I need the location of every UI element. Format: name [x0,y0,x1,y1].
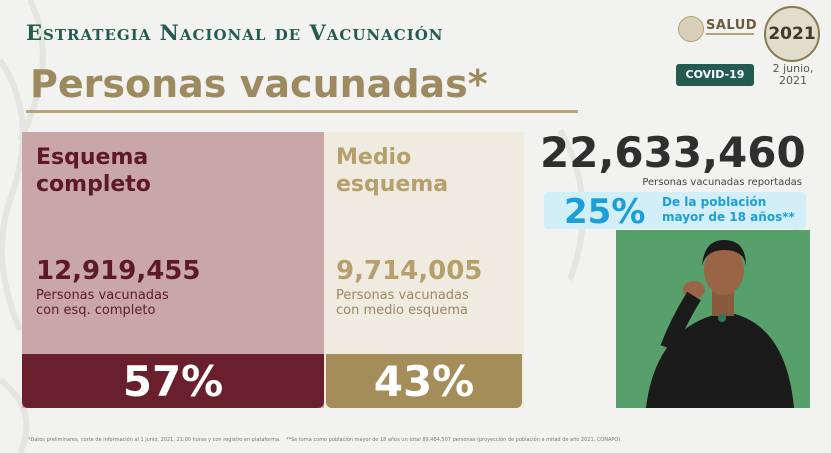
salud-underline [706,33,754,35]
footnote-population: **Se toma como población mayor de 18 año… [286,437,621,443]
complete-scheme-caption-line-2: con esq. completo [36,303,156,318]
interpreter-figure-icon [616,230,810,408]
complete-scheme-caption: Personas vacunadas con esq. completo [36,288,169,318]
population-percent: 25% [564,192,646,232]
half-scheme-caption-line-2: con medio esquema [336,303,468,318]
title-underline [26,110,578,113]
complete-scheme-label-line-1: Esquema [36,145,149,170]
half-scheme-label-line-1: Medio [336,145,412,170]
half-scheme-percent: 43% [326,354,522,408]
half-scheme-count: 9,714,005 [336,256,483,286]
population-text-line-1: De la población [662,195,767,209]
total-vaccinated-caption: Personas vacunadas reportadas [642,177,802,188]
half-scheme-caption-line-1: Personas vacunadas [336,288,469,303]
salud-label: SALUD [706,18,758,33]
complete-scheme-label-line-2: completo [36,172,151,197]
eagle-emblem-icon [678,16,704,42]
population-box: 25% De la población mayor de 18 años** [544,192,806,232]
date-label: 2 junio, 2021 [763,63,823,87]
population-text: De la población mayor de 18 años** [662,195,806,225]
page-title: Personas vacunadas* [30,62,488,106]
footnote-preliminary: *Datos preliminares, corte de informació… [28,437,281,443]
date-line-1: 2 junio, [772,62,814,75]
complete-scheme-label: Esquema completo [36,144,151,198]
salud-logo: SALUD [678,16,758,42]
half-scheme-caption: Personas vacunadas con medio esquema [336,288,469,318]
complete-scheme-count: 12,919,455 [36,256,201,286]
half-scheme-label: Medio esquema [336,144,448,198]
year-text: 2021 [768,24,816,44]
covid-badge: COVID-19 [676,64,754,86]
complete-scheme-percent: 57% [22,354,324,408]
sign-language-interpreter-video [616,230,810,408]
date-line-2: 2021 [779,74,807,87]
header-title: Estrategia Nacional de Vacunación [26,20,444,45]
population-text-line-2: mayor de 18 años** [662,210,795,224]
year-badge: 2021 [764,6,820,62]
complete-scheme-caption-line-1: Personas vacunadas [36,288,169,303]
half-scheme-label-line-2: esquema [336,172,449,197]
total-vaccinated-count: 22,633,460 [540,128,806,177]
